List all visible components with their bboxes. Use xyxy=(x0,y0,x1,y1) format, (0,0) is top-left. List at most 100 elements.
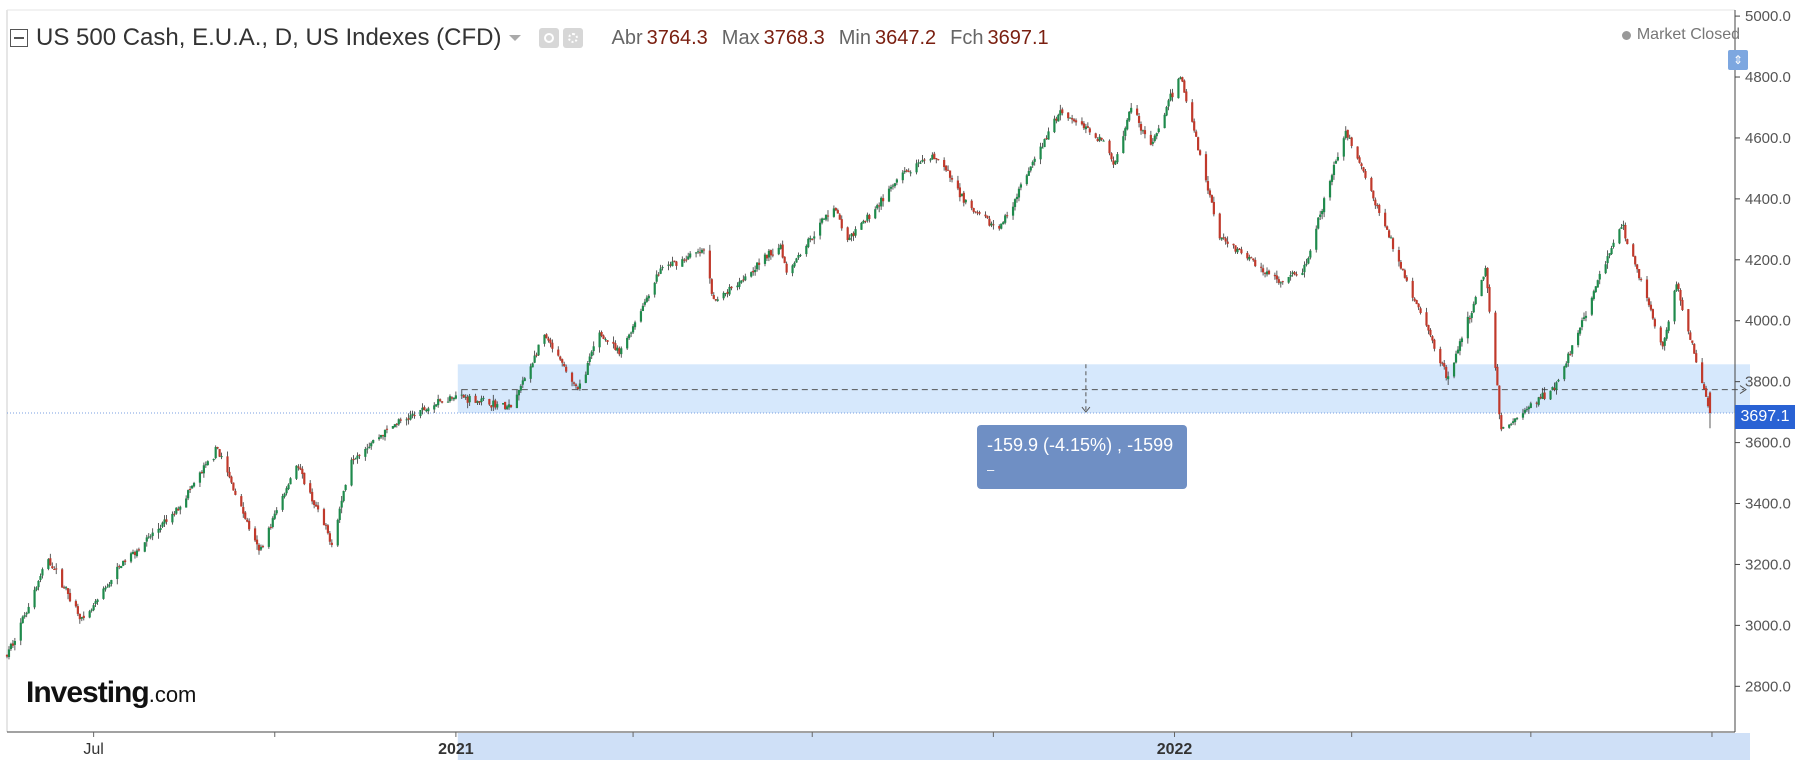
candle-body xyxy=(781,244,784,258)
candle-body xyxy=(269,527,272,529)
candle-body xyxy=(1108,140,1111,154)
candle-body xyxy=(612,341,615,344)
candle-body xyxy=(905,170,908,172)
candle-body xyxy=(314,504,318,507)
candle-body xyxy=(1151,141,1154,144)
candle-body xyxy=(1208,190,1212,196)
candle-body xyxy=(1321,210,1324,215)
gear-icon[interactable] xyxy=(563,28,584,48)
candle-body xyxy=(96,599,99,602)
candle-body xyxy=(1263,272,1267,274)
candle-body xyxy=(1265,271,1269,275)
candle-body xyxy=(1053,118,1056,133)
candle-body xyxy=(545,334,548,339)
candle-body xyxy=(1443,363,1446,367)
candle-body xyxy=(147,536,150,538)
candle-body xyxy=(1281,281,1284,283)
candle-body xyxy=(1128,111,1131,121)
candle-body xyxy=(151,532,154,537)
candle-body xyxy=(253,528,257,541)
candle-body xyxy=(1429,329,1432,336)
candle-body xyxy=(1291,272,1294,274)
candle-body xyxy=(935,158,938,160)
candle-body xyxy=(602,335,605,339)
candle-body xyxy=(234,490,237,495)
candle-body xyxy=(1539,396,1542,399)
candle-body xyxy=(480,398,483,403)
candle-body xyxy=(917,162,920,164)
candle-body xyxy=(1057,114,1060,122)
candle-body xyxy=(998,226,1001,229)
candle-body xyxy=(1254,259,1257,267)
candle-body xyxy=(862,220,865,224)
candle-body xyxy=(1137,116,1141,123)
candle-body xyxy=(1466,316,1469,339)
candle-body xyxy=(653,282,656,295)
candle-body xyxy=(1502,427,1505,429)
candle-body xyxy=(94,601,97,604)
candle-body xyxy=(767,250,771,258)
candle-body xyxy=(68,592,72,602)
candle-body xyxy=(448,396,452,402)
candle-body xyxy=(1693,343,1696,354)
candle-body xyxy=(1702,384,1706,390)
candle-body xyxy=(88,611,91,618)
instrument-title[interactable]: US 500 Cash, E.U.A., D, US Indexes (CFD) xyxy=(36,24,502,51)
candle-body xyxy=(714,299,717,301)
candle-body xyxy=(836,210,839,214)
candle-body xyxy=(1232,243,1235,246)
candle-body xyxy=(537,344,540,356)
candle-body xyxy=(887,188,891,202)
candle-body xyxy=(1370,177,1373,191)
candle-body xyxy=(299,467,302,470)
candle-body xyxy=(570,372,574,382)
candles-group xyxy=(5,76,1712,660)
candle-body xyxy=(1610,248,1613,255)
candle-body xyxy=(614,343,617,350)
candle-body xyxy=(933,153,936,160)
candle-body xyxy=(728,286,731,295)
candle-body xyxy=(639,311,643,322)
eye-icon[interactable] xyxy=(539,28,560,48)
candle-body xyxy=(685,259,688,261)
market-status: Market Closed xyxy=(1621,26,1740,44)
candle-body xyxy=(220,456,223,458)
candle-body xyxy=(110,580,113,585)
candle-body xyxy=(590,351,593,357)
candle-body xyxy=(945,165,948,171)
candle-body xyxy=(129,553,133,562)
market-status-text: Market Closed xyxy=(1636,26,1740,43)
candle-body xyxy=(1425,312,1428,326)
candle-body xyxy=(460,394,463,396)
low-value: 3647.2 xyxy=(874,26,937,49)
candle-body xyxy=(409,415,412,420)
candle-body xyxy=(122,560,125,566)
candle-body xyxy=(1695,353,1698,363)
candle-body xyxy=(1553,387,1556,390)
candle-body xyxy=(1638,269,1641,279)
candle-body xyxy=(1441,362,1444,364)
candle-body xyxy=(586,362,589,375)
measure-arrow-right-icon xyxy=(1739,385,1747,394)
candle-body xyxy=(671,261,674,267)
candle-body xyxy=(303,472,306,485)
candle-body xyxy=(1606,256,1609,264)
candle-body xyxy=(1130,107,1133,113)
candle-body xyxy=(504,401,507,409)
candle-body xyxy=(1181,77,1184,82)
candle-body xyxy=(1350,137,1353,146)
candle-body xyxy=(559,356,562,360)
collapse-icon[interactable] xyxy=(10,29,28,47)
expand-scale-icon[interactable]: ⇕ xyxy=(1728,50,1748,70)
candle-body xyxy=(647,295,650,299)
candle-body xyxy=(923,159,926,161)
chevron-down-icon[interactable] xyxy=(509,35,522,41)
candle-body xyxy=(437,399,440,406)
candle-body xyxy=(482,397,485,399)
candle-body xyxy=(1177,78,1180,99)
candle-body xyxy=(988,218,991,226)
measure-tooltip: -159.9 (-4.15%) , -1599 – xyxy=(977,425,1187,489)
candle-body xyxy=(956,180,960,189)
